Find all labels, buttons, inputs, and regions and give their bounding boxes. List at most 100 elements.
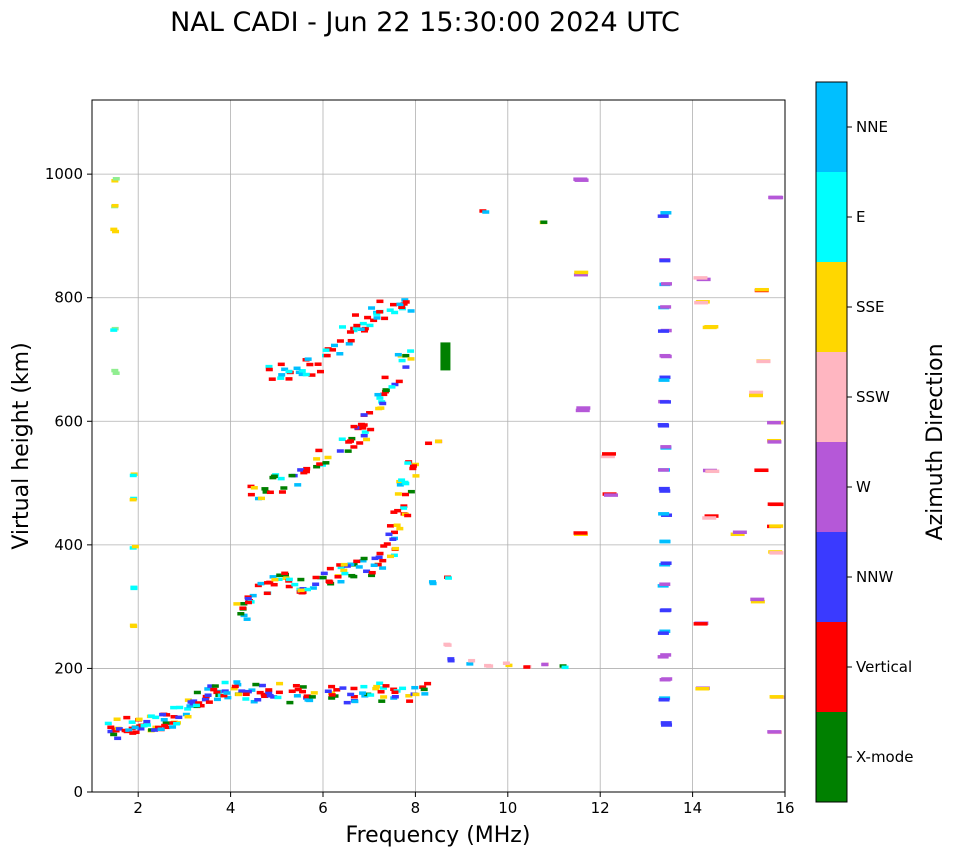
data-point <box>110 227 118 232</box>
data-point <box>154 725 162 730</box>
data-point <box>320 571 328 576</box>
data-point <box>230 686 238 691</box>
data-point <box>313 457 321 461</box>
data-point <box>404 513 412 518</box>
data-point <box>386 524 394 528</box>
data-point <box>234 682 242 687</box>
data-point <box>303 587 311 592</box>
series-7 <box>573 177 785 735</box>
plot-frame <box>91 99 786 793</box>
data-point <box>444 576 452 580</box>
data-point <box>201 697 209 702</box>
data-point <box>129 497 137 502</box>
data-point <box>750 599 765 604</box>
y-tick-label: 400 <box>54 536 83 554</box>
data-point <box>112 177 120 181</box>
data-point <box>261 487 269 491</box>
data-point <box>277 376 285 380</box>
data-point <box>409 464 417 468</box>
data-point <box>394 352 402 357</box>
data-point <box>368 573 376 578</box>
data-point <box>390 553 398 558</box>
y-axis-label: Virtual height (km) <box>9 342 34 549</box>
data-point <box>238 689 246 693</box>
colorbar: X-mode Vertical NNW W SSW SSE E NNE <box>815 81 913 803</box>
data-point <box>347 338 355 343</box>
data-point <box>303 694 311 699</box>
data-point <box>275 577 283 581</box>
data-point <box>659 489 671 493</box>
data-point <box>213 690 221 695</box>
data-point <box>269 575 277 579</box>
data-point <box>371 556 379 561</box>
data-point <box>257 496 265 501</box>
data-point <box>339 325 347 329</box>
data-point <box>252 682 260 687</box>
data-marks <box>104 177 785 741</box>
data-point <box>270 695 278 699</box>
data-point <box>398 305 406 310</box>
data-point <box>157 727 165 732</box>
data-point <box>754 468 769 473</box>
data-point <box>113 717 121 721</box>
data-point <box>344 449 352 453</box>
data-point <box>505 663 513 668</box>
data-point <box>195 701 203 705</box>
data-point <box>574 270 589 275</box>
axes: 2 4 6 8 10 12 14 16 0 200 400 600 800 1000 <box>45 99 795 817</box>
data-point <box>541 662 549 667</box>
data-point <box>248 688 256 692</box>
data-point <box>308 373 316 377</box>
x-tick-label: 14 <box>683 799 702 817</box>
x-tick-label: 2 <box>133 799 143 817</box>
data-point <box>291 582 299 587</box>
data-point <box>128 720 136 724</box>
data-point <box>247 492 255 497</box>
data-point <box>343 700 351 705</box>
data-point <box>244 689 252 694</box>
data-point <box>357 327 365 331</box>
data-point <box>407 309 415 313</box>
data-point <box>336 449 344 453</box>
colorbar-frame <box>815 81 848 803</box>
data-point <box>659 539 671 544</box>
data-point <box>293 694 301 698</box>
data-point <box>364 315 372 320</box>
data-point <box>383 542 391 546</box>
data-point <box>379 558 387 563</box>
data-point <box>380 695 388 699</box>
data-point <box>326 566 334 571</box>
data-point <box>693 276 708 280</box>
data-point <box>265 367 273 372</box>
colorbar-segment <box>816 712 847 802</box>
data-point <box>391 690 399 695</box>
data-point <box>193 690 201 695</box>
data-point <box>240 602 248 606</box>
data-point <box>754 287 769 292</box>
data-point <box>402 300 410 304</box>
data-point <box>370 318 378 323</box>
series-0 <box>104 680 432 741</box>
colorbar-label: NNW <box>856 568 893 586</box>
data-point <box>322 461 330 465</box>
data-point <box>176 705 184 710</box>
data-point <box>658 512 670 516</box>
data-point <box>361 430 369 434</box>
data-point <box>396 526 404 531</box>
data-point <box>419 685 427 689</box>
colorbar-label: X-mode <box>856 748 913 766</box>
data-point <box>360 556 368 561</box>
data-point <box>659 400 671 404</box>
data-point <box>274 695 282 700</box>
data-point <box>244 600 252 605</box>
data-point <box>326 580 334 584</box>
data-point <box>186 704 194 708</box>
data-point <box>187 700 195 704</box>
data-point <box>347 439 355 443</box>
data-point <box>239 606 247 610</box>
data-point <box>244 596 252 601</box>
data-point <box>288 689 296 694</box>
data-point <box>390 510 398 514</box>
series-6 <box>657 211 673 727</box>
x-axis-label: Frequency (MHz) <box>346 823 531 848</box>
